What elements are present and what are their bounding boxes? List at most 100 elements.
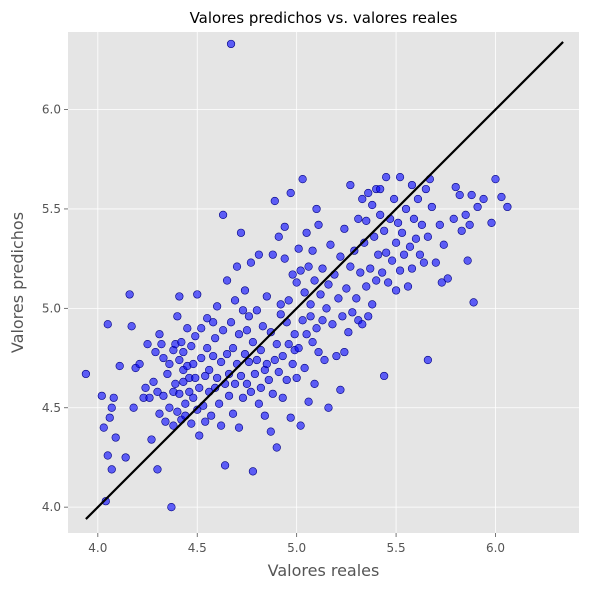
data-point [455, 190, 464, 200]
data-point [435, 220, 444, 229]
data-point [157, 340, 166, 349]
data-point [411, 234, 421, 243]
data-point [101, 497, 110, 506]
data-point [304, 262, 313, 271]
data-point [272, 443, 281, 452]
data-point [362, 282, 371, 291]
data-point [387, 256, 397, 265]
data-point [228, 409, 238, 418]
data-point [288, 270, 297, 279]
data-point [220, 461, 230, 470]
data-point [308, 246, 317, 255]
data-point [217, 421, 226, 430]
data-point [81, 369, 90, 379]
data-point [143, 340, 152, 349]
data-point [228, 344, 238, 353]
data-point [149, 377, 158, 387]
data-point [318, 316, 327, 325]
data-point [465, 220, 474, 229]
data-point [175, 292, 184, 301]
data-point [332, 351, 341, 361]
data-point [236, 371, 246, 381]
data-point [461, 210, 470, 220]
data-point [218, 210, 228, 220]
data-point [376, 184, 385, 194]
data-point [338, 312, 347, 321]
data-point [226, 318, 236, 327]
data-point [380, 226, 389, 235]
data-point [121, 453, 130, 462]
data-point [201, 417, 210, 426]
data-point [463, 256, 472, 265]
y-tick-label: 4.0 [42, 500, 61, 514]
data-point [153, 387, 162, 396]
data-point [107, 403, 116, 412]
data-point [260, 411, 269, 420]
data-point [159, 353, 168, 363]
data-point [389, 194, 399, 204]
data-point [103, 451, 112, 460]
data-point [244, 357, 254, 367]
data-point [393, 218, 403, 227]
data-point [294, 344, 303, 353]
data-point [183, 324, 192, 333]
data-point [376, 210, 385, 220]
data-point [473, 202, 482, 212]
data-point [298, 175, 307, 184]
data-point [175, 355, 184, 365]
data-point [296, 266, 305, 275]
data-point [205, 365, 214, 375]
data-point [226, 39, 236, 49]
data-point [372, 276, 381, 285]
data-point [165, 403, 174, 412]
data-point [503, 202, 512, 212]
data-point [415, 250, 425, 259]
data-point [358, 194, 367, 204]
data-point [248, 338, 258, 347]
data-point [419, 258, 429, 267]
data-point [310, 379, 319, 388]
y-tick-label: 5.5 [42, 202, 61, 216]
data-point [491, 175, 500, 184]
data-point [213, 302, 222, 311]
data-point [266, 427, 275, 436]
data-point [238, 306, 248, 315]
data-point [165, 359, 174, 369]
data-point [111, 433, 120, 442]
data-point [209, 351, 218, 361]
data-point [368, 200, 377, 210]
data-point [145, 393, 154, 402]
data-point [217, 357, 226, 367]
data-point [203, 314, 212, 323]
data-point [246, 387, 256, 396]
data-point [346, 180, 355, 190]
data-point [197, 324, 206, 333]
data-point [167, 503, 176, 512]
data-point [230, 296, 240, 305]
data-point [185, 387, 194, 396]
data-point [264, 375, 273, 385]
data-point [322, 304, 331, 313]
data-point [382, 173, 391, 182]
data-point [318, 264, 327, 273]
x-tick-label: 4.0 [88, 541, 107, 555]
data-point [399, 250, 409, 259]
data-point [256, 345, 265, 355]
data-point [324, 280, 333, 289]
data-point [232, 262, 242, 271]
data-point [384, 278, 393, 287]
data-point [382, 248, 391, 257]
data-point [222, 276, 232, 285]
data-point [262, 359, 271, 369]
data-point [236, 228, 246, 237]
data-point [497, 192, 506, 202]
data-point [380, 371, 389, 381]
data-point [141, 383, 150, 392]
data-point [306, 300, 315, 309]
data-point [274, 367, 283, 377]
data-point [179, 347, 188, 357]
data-point [191, 332, 200, 341]
data-point [427, 202, 436, 212]
data-point [159, 391, 168, 400]
data-point [280, 254, 289, 263]
